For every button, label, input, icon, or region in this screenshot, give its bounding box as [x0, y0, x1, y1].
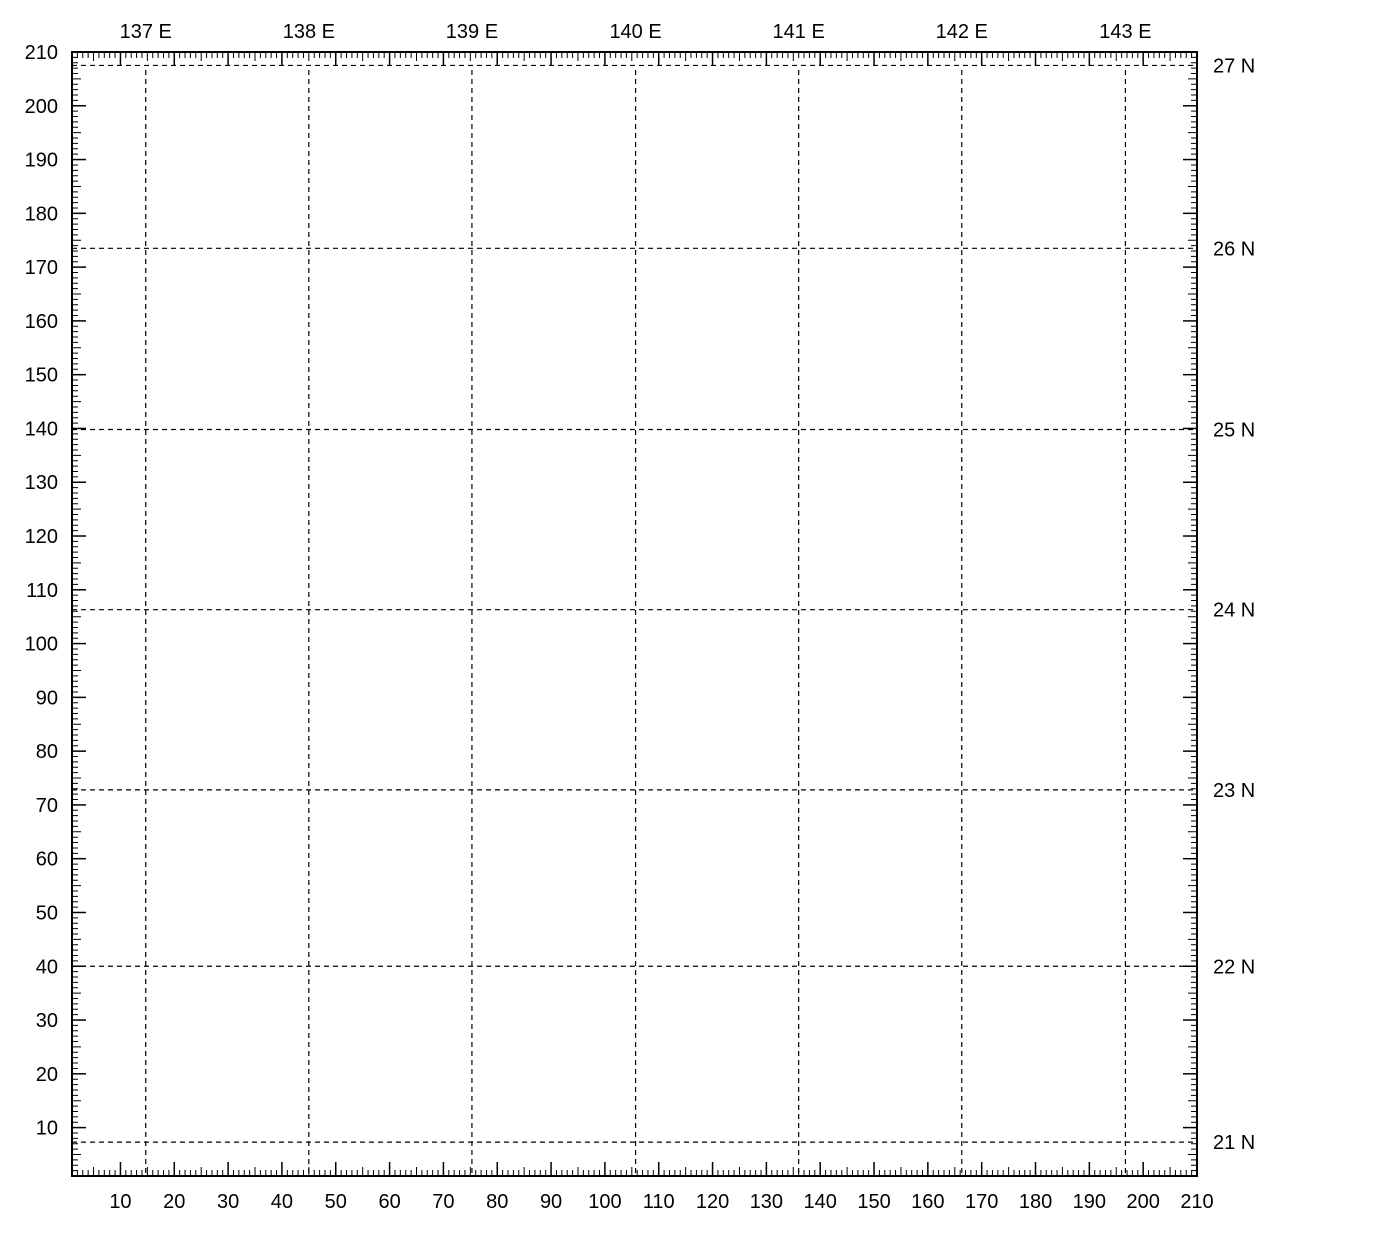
- meridian-labels: 137 E 138 E 139 E 140 E 141 E 142 E 143 E: [120, 21, 1152, 43]
- parallel-label: 21 N: [1213, 1132, 1255, 1154]
- minor-ticks: [71, 52, 1197, 1177]
- x-tick-label: 200: [1126, 1191, 1159, 1213]
- x-tick-label: 60: [378, 1191, 400, 1213]
- x-tick-label: 150: [857, 1191, 890, 1213]
- x-tick-label: 80: [486, 1191, 508, 1213]
- meridian-label: 143 E: [1099, 21, 1151, 43]
- x-tick-label: 170: [965, 1191, 998, 1213]
- y-tick-label: 150: [25, 365, 58, 387]
- parallel-label: 24 N: [1213, 600, 1255, 622]
- parallel-label: 22 N: [1213, 956, 1255, 978]
- meridian-label: 142 E: [936, 21, 988, 43]
- y-tick-label: 110: [26, 580, 58, 602]
- x-tick-label: 210: [1180, 1191, 1213, 1213]
- y-tick-label: 90: [36, 687, 58, 709]
- meridian-label: 137 E: [120, 21, 172, 43]
- graticule-lines: [72, 64, 1197, 1176]
- x-tick-label: 30: [217, 1191, 239, 1213]
- x-tick-label: 140: [804, 1191, 837, 1213]
- plot-frame: [71, 51, 1198, 1177]
- y-tick-label: 30: [36, 1010, 58, 1032]
- x-tick-label: 20: [163, 1191, 185, 1213]
- y-tick-label: 160: [25, 311, 58, 333]
- y-tick-label: 200: [25, 96, 58, 118]
- y-tick-label: 190: [25, 150, 58, 172]
- parallel-label: 26 N: [1213, 238, 1255, 260]
- minor-tick-marks: [71, 52, 1197, 1177]
- y-tick-label: 50: [36, 902, 58, 924]
- y-tick-label: 170: [25, 257, 58, 279]
- x-tick-label: 110: [643, 1191, 675, 1213]
- x-axis-tick-labels: 10 20 30 40 50 60 70 80 90 100 110 120 130 140 150 160 1…: [109, 1191, 1213, 1213]
- meridian-label: 140 E: [609, 21, 661, 43]
- x-tick-label: 190: [1073, 1191, 1106, 1213]
- x-tick-label: 100: [588, 1191, 621, 1213]
- y-tick-label: 80: [36, 741, 58, 763]
- y-tick-label: 140: [25, 418, 58, 440]
- meridian-label: 138 E: [283, 21, 335, 43]
- y-tick-label: 40: [36, 956, 58, 978]
- x-tick-label: 50: [325, 1191, 347, 1213]
- y-tick-label: 130: [25, 472, 58, 494]
- y-tick-label: 210: [25, 42, 58, 64]
- y-tick-label: 120: [25, 526, 58, 548]
- y-tick-label: 180: [25, 203, 58, 225]
- y-tick-label: 100: [25, 634, 58, 656]
- meridian-label: 139 E: [446, 21, 498, 43]
- major-ticks: [72, 51, 1198, 1176]
- x-tick-label: 10: [109, 1191, 131, 1213]
- x-tick-label: 160: [911, 1191, 944, 1213]
- y-tick-label: 20: [36, 1064, 58, 1086]
- x-tick-label: 70: [432, 1191, 454, 1213]
- x-tick-label: 90: [540, 1191, 562, 1213]
- y-tick-label: 60: [36, 849, 58, 871]
- y-tick-label: 10: [36, 1118, 58, 1140]
- x-tick-label: 40: [271, 1191, 293, 1213]
- meridian-label: 141 E: [773, 21, 825, 43]
- x-tick-label: 180: [1019, 1191, 1052, 1213]
- x-tick-label: 130: [750, 1191, 783, 1213]
- parallel-label: 23 N: [1213, 780, 1255, 802]
- x-tick-label: 120: [696, 1191, 729, 1213]
- y-tick-label: 70: [36, 795, 58, 817]
- parallel-label: 25 N: [1213, 420, 1255, 442]
- parallel-labels: 21 N 22 N 23 N 24 N 25 N 26 N 27 N: [1213, 55, 1255, 1154]
- y-axis-tick-labels: 10 20 30 40 50 60 70 80 90 100 110 120 130 140 150 160 1…: [25, 42, 58, 1140]
- parallel-label: 27 N: [1213, 55, 1255, 77]
